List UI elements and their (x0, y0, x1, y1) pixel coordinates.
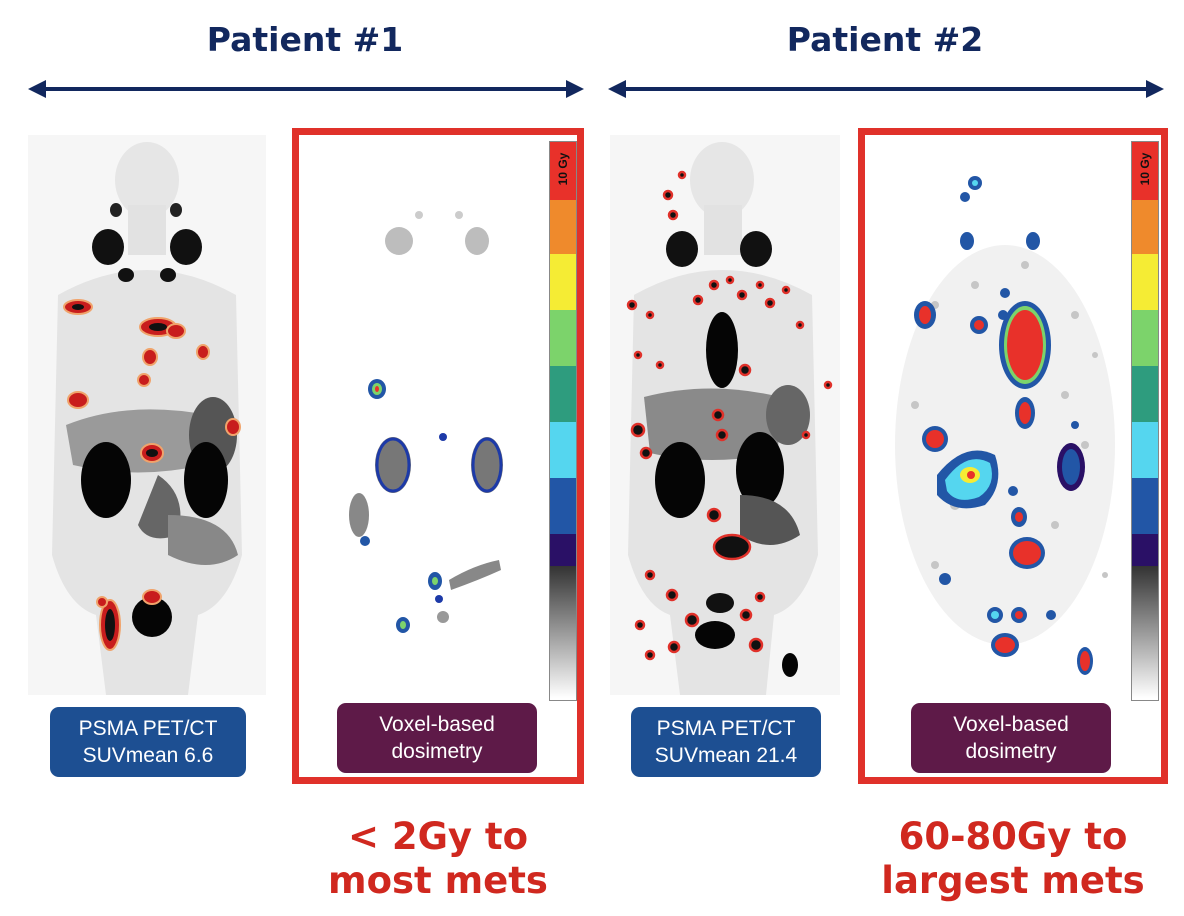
colorbar-segment-cyan (1132, 422, 1158, 478)
patient-2-dosimetry-label: Voxel-based dosimetry (911, 703, 1111, 773)
patient-1-pet-image (28, 135, 266, 695)
patient-2-dose-note-line2: largest mets (881, 859, 1145, 902)
colorbar-segment-green (550, 310, 576, 366)
patient-2-title: Patient #2 (786, 20, 984, 59)
colorbar-max-label: 10 Gy (1138, 152, 1152, 186)
patient-2-pet-image (610, 135, 840, 695)
patient-2-dose-note: 60-80Gy to largest mets (858, 815, 1168, 903)
patient-1-dosimetry-frame: 10 Gy Voxel-based dosimetry (292, 128, 584, 784)
patient-1-dose-colorbar: 10 Gy (549, 141, 577, 701)
colorbar-segment-indigo (550, 534, 576, 566)
patient-2-pet-label-line1: PSMA PET/CT (656, 717, 796, 740)
colorbar-segment-blue (1132, 478, 1158, 534)
colorbar-segment-orange (550, 200, 576, 254)
patient-1-range-arrow (28, 80, 584, 98)
colorbar-segment-red: 10 Gy (1132, 142, 1158, 200)
patient-1-dose-note-line1: < 2Gy to (347, 815, 529, 858)
colorbar-segment-yellow (1132, 254, 1158, 310)
patient-2-pet-label: PSMA PET/CT SUVmean 21.4 (631, 707, 821, 777)
colorbar-segment-cyan (550, 422, 576, 478)
patient-2-dose-colorbar: 10 Gy (1131, 141, 1159, 701)
patient-1-dosimetry-label: Voxel-based dosimetry (337, 703, 537, 773)
colorbar-segment-teal (1132, 366, 1158, 422)
colorbar-segment-green (1132, 310, 1158, 366)
colorbar-segment-blue (550, 478, 576, 534)
colorbar-max-label: 10 Gy (556, 152, 570, 186)
patient-1-suv-value: SUVmean 6.6 (82, 744, 214, 767)
patient-1-dosimetry-label-line2: dosimetry (391, 740, 483, 763)
colorbar-segment-yellow (550, 254, 576, 310)
patient-2-range-arrow (608, 80, 1164, 98)
patient-2-dosimetry-label-line1: Voxel-based (953, 713, 1069, 736)
patient-1-dosimetry-label-line1: Voxel-based (379, 713, 495, 736)
patient-2-dose-note-line1: 60-80Gy to (898, 815, 1128, 858)
patient-2-dosimetry-label-line2: dosimetry (965, 740, 1057, 763)
patient-1-pet-label-line1: PSMA PET/CT (78, 717, 218, 740)
patient-2-dosimetry-frame: 10 Gy Voxel-based dosimetry (858, 128, 1168, 784)
colorbar-segment-orange (1132, 200, 1158, 254)
colorbar-segment-gray-gradient (1132, 566, 1158, 698)
patient-1-dose-note: < 2Gy to most mets (292, 815, 584, 903)
patient-1-pet-label: PSMA PET/CT SUVmean 6.6 (50, 707, 246, 777)
patient-1-title: Patient #1 (206, 20, 404, 59)
patient-1-dose-note-line2: most mets (328, 859, 548, 902)
patient-2-suv-value: SUVmean 21.4 (654, 744, 798, 767)
colorbar-segment-indigo (1132, 534, 1158, 566)
colorbar-segment-teal (550, 366, 576, 422)
colorbar-segment-red: 10 Gy (550, 142, 576, 200)
colorbar-segment-gray-gradient (550, 566, 576, 698)
